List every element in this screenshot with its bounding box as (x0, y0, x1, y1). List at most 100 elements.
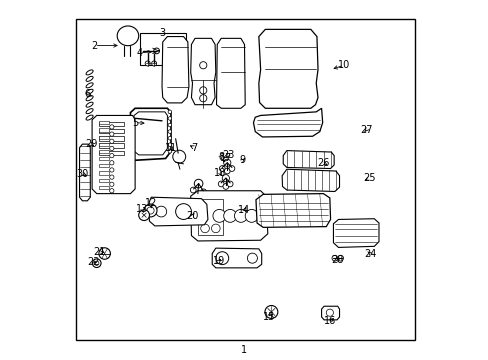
Polygon shape (80, 144, 90, 201)
Text: 3: 3 (159, 28, 165, 38)
Ellipse shape (86, 115, 93, 120)
Ellipse shape (168, 123, 171, 127)
Ellipse shape (86, 109, 93, 114)
Bar (99, 150, 109, 153)
Polygon shape (148, 197, 207, 226)
Circle shape (223, 184, 228, 189)
Bar (99, 122, 123, 126)
Bar (76, 19, 414, 339)
Ellipse shape (86, 83, 93, 88)
Bar (99, 164, 109, 167)
Polygon shape (282, 169, 339, 192)
Ellipse shape (117, 26, 139, 46)
Text: 29: 29 (84, 139, 97, 149)
Circle shape (109, 125, 114, 129)
Polygon shape (216, 39, 244, 108)
Text: 14: 14 (238, 206, 250, 216)
Circle shape (234, 210, 247, 222)
Text: 21: 21 (93, 247, 105, 257)
Text: 20: 20 (186, 211, 198, 221)
Circle shape (92, 259, 101, 267)
Bar (198, 199, 223, 234)
Circle shape (161, 119, 166, 125)
Circle shape (199, 95, 206, 102)
Circle shape (194, 179, 203, 188)
Polygon shape (283, 150, 333, 168)
Polygon shape (190, 39, 215, 105)
Circle shape (215, 252, 228, 265)
Bar (140, 33, 186, 65)
Ellipse shape (168, 110, 171, 114)
Bar (99, 179, 109, 182)
Text: 23: 23 (222, 150, 234, 160)
Text: 25: 25 (362, 173, 375, 183)
Text: 11: 11 (164, 143, 177, 153)
Circle shape (144, 204, 157, 217)
Circle shape (109, 168, 114, 172)
Polygon shape (162, 37, 188, 103)
Bar (99, 135, 109, 139)
Circle shape (109, 132, 114, 136)
Circle shape (218, 181, 224, 187)
Circle shape (228, 166, 234, 171)
Circle shape (172, 150, 185, 163)
Ellipse shape (168, 136, 171, 140)
Circle shape (151, 61, 156, 66)
Circle shape (199, 62, 206, 69)
Text: 6: 6 (84, 89, 90, 99)
Bar (99, 171, 109, 175)
Circle shape (190, 187, 196, 193)
Ellipse shape (168, 143, 171, 147)
Bar (99, 150, 123, 155)
Polygon shape (92, 116, 135, 194)
Circle shape (244, 210, 258, 222)
Bar (99, 129, 109, 132)
Text: 30: 30 (76, 168, 88, 179)
Text: 24: 24 (363, 248, 375, 258)
Text: 10: 10 (337, 60, 349, 70)
Text: 17: 17 (219, 153, 232, 163)
Text: 1: 1 (241, 345, 247, 355)
Bar (99, 186, 109, 189)
Text: 13: 13 (136, 204, 148, 214)
Circle shape (109, 146, 114, 150)
Circle shape (224, 168, 230, 174)
Circle shape (153, 48, 159, 54)
Circle shape (219, 166, 224, 171)
Circle shape (156, 206, 166, 217)
Circle shape (139, 210, 149, 221)
Polygon shape (253, 108, 322, 137)
Polygon shape (130, 108, 171, 160)
Circle shape (201, 224, 209, 233)
Circle shape (109, 153, 114, 158)
Ellipse shape (168, 117, 171, 120)
Polygon shape (258, 30, 317, 108)
Text: 16: 16 (324, 316, 336, 325)
Circle shape (109, 182, 114, 186)
Text: 18: 18 (214, 168, 226, 178)
Polygon shape (134, 112, 167, 155)
Circle shape (264, 306, 277, 319)
Circle shape (99, 248, 110, 259)
Bar (99, 121, 109, 125)
Ellipse shape (86, 89, 93, 94)
Text: 15: 15 (263, 312, 275, 322)
Bar (99, 143, 109, 146)
Circle shape (194, 192, 200, 198)
Text: 28: 28 (330, 255, 343, 265)
Circle shape (247, 253, 257, 263)
Text: 26: 26 (317, 158, 329, 168)
Circle shape (145, 61, 150, 66)
Polygon shape (190, 191, 267, 241)
Ellipse shape (168, 149, 171, 153)
Circle shape (211, 224, 220, 233)
Text: 12: 12 (145, 198, 157, 208)
Circle shape (201, 189, 206, 195)
Text: 2: 2 (91, 41, 98, 50)
Circle shape (199, 87, 206, 94)
Circle shape (337, 255, 343, 261)
Ellipse shape (86, 96, 93, 101)
Circle shape (223, 159, 230, 166)
Circle shape (109, 139, 114, 143)
Circle shape (109, 175, 114, 179)
